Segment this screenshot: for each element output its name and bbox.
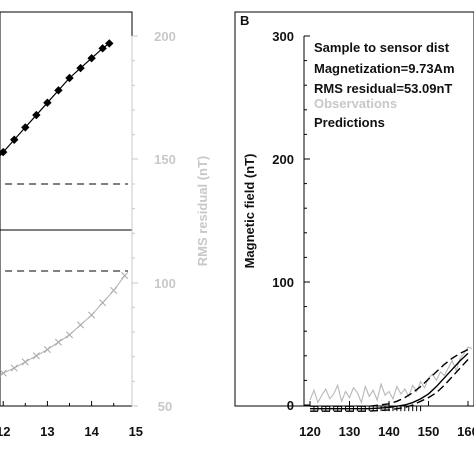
panel-b-legend: Sample to sensor dist Magnetization=9.73…: [314, 40, 455, 130]
panel-b: B 120 130 140 150 160 0 100 200 300 Magnetic fi…: [234, 11, 474, 439]
panel-b-y-tick-label: 0: [287, 398, 294, 413]
cross-series-line: [0, 275, 126, 375]
diamond-point: [10, 135, 19, 144]
cross-point: [76, 321, 85, 329]
panel-a-x-ticks: 12 13 14 15: [0, 401, 143, 439]
diamond-point: [65, 73, 74, 83]
right-y-tick-label: 200: [154, 29, 176, 44]
panel-b-y-ticks: 0 100 200 300: [272, 29, 310, 413]
x-tick-label: 13: [40, 424, 54, 439]
legend-entry-observations: Observations: [314, 96, 397, 111]
panel-b-frame: [234, 11, 474, 407]
panel-b-series: [309, 346, 473, 412]
x-tick-label: 14: [84, 424, 99, 439]
diamond-point: [43, 98, 52, 107]
cross-point: [110, 286, 118, 294]
panel-b-y-tick-label: 200: [272, 152, 294, 167]
cross-point: [88, 311, 96, 319]
panel-b-y-tick-label: 300: [272, 29, 294, 44]
diamond-point: [32, 110, 41, 120]
diamond-point: [21, 123, 30, 132]
panel-b-x-tick-label: 140: [378, 424, 400, 439]
diamond-series-line: [0, 42, 110, 157]
x-tick-label: 15: [129, 424, 143, 439]
panel-b-x-tick-label: 130: [339, 424, 361, 439]
panel-b-y-label: Magnetic field (nT): [242, 154, 257, 269]
panel-a-right-y-label: RMS residual (nT): [195, 156, 210, 267]
right-y-tick-label: 100: [154, 276, 176, 291]
cross-point: [54, 338, 63, 346]
legend-line-magnetization: Magnetization=9.73Am: [314, 61, 455, 76]
panel-a-right-y-ticks: 50 100 150 200: [131, 29, 176, 414]
panel-a-frame: [0, 11, 133, 407]
panel-b-x-tick-label: 120: [299, 424, 321, 439]
cross-point: [43, 346, 51, 354]
prediction-line: [310, 359, 469, 412]
diamond-point: [0, 147, 8, 157]
panel-b-y-tick-label: 100: [272, 275, 294, 290]
cross-point: [32, 352, 40, 360]
cross-point: [99, 299, 107, 307]
panel-b-x-tick-label: 160: [457, 424, 474, 439]
cross-point: [65, 331, 74, 339]
diamond-point: [54, 86, 63, 95]
diamond-point: [87, 54, 96, 63]
panel-a-series: [0, 39, 129, 377]
cross-point: [0, 369, 7, 377]
diamond-point: [98, 44, 107, 53]
diamond-point: [105, 39, 114, 48]
legend-line-rms-residual: RMS residual=53.09nT: [314, 81, 452, 96]
x-tick-label: 12: [0, 424, 10, 439]
cross-point: [21, 358, 29, 366]
right-y-tick-label: 50: [158, 399, 172, 414]
panel-a: 12 13 14 15 50 100 150 200 RMS residual (nT): [0, 11, 210, 439]
cross-point: [10, 364, 18, 372]
prediction-line: [310, 352, 469, 410]
panel-b-x-ticks: 120 130 140 150 160: [299, 401, 474, 439]
legend-entry-predictions: Predictions: [314, 115, 385, 130]
panel-a-reference-lines: [0, 183, 132, 272]
observations-line: [309, 346, 473, 405]
right-y-tick-label: 150: [154, 152, 176, 167]
diamond-point: [76, 63, 85, 73]
panel-b-letter: B: [240, 13, 249, 28]
legend-line-distance: Sample to sensor dist: [314, 40, 450, 55]
cross-point: [121, 272, 129, 280]
panel-b-x-tick-label: 150: [418, 424, 440, 439]
